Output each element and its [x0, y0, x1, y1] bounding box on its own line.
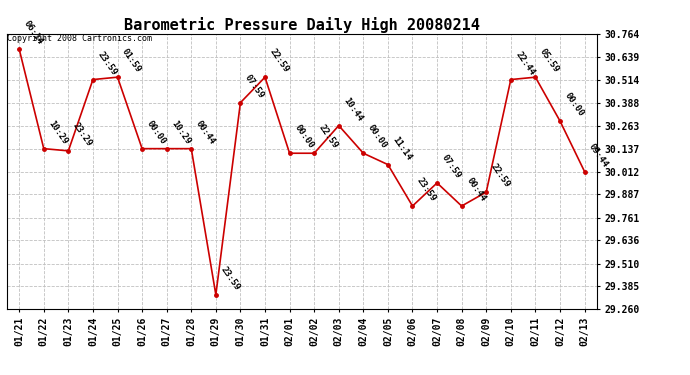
Text: 11:14: 11:14: [391, 135, 413, 162]
Text: 10:44: 10:44: [342, 96, 364, 123]
Text: 22:59: 22:59: [489, 162, 512, 189]
Text: 07:59: 07:59: [440, 153, 462, 180]
Text: 00:00: 00:00: [563, 91, 586, 118]
Text: 07:59: 07:59: [243, 73, 266, 100]
Text: 23:59: 23:59: [96, 50, 119, 77]
Text: 00:00: 00:00: [145, 119, 168, 146]
Text: 00:00: 00:00: [366, 123, 389, 150]
Text: Copyright 2008 Cartronics.com: Copyright 2008 Cartronics.com: [7, 34, 152, 43]
Text: 22:59: 22:59: [317, 123, 339, 150]
Text: 10:29: 10:29: [46, 119, 69, 146]
Text: 23:59: 23:59: [219, 265, 241, 292]
Text: 23:59: 23:59: [415, 176, 438, 203]
Text: 01:59: 01:59: [120, 47, 143, 74]
Text: 23:29: 23:29: [71, 121, 94, 148]
Text: 06:14: 06:14: [22, 19, 45, 46]
Text: 00:00: 00:00: [293, 123, 315, 150]
Text: 09:44: 09:44: [587, 142, 610, 169]
Text: 00:44: 00:44: [194, 119, 217, 146]
Title: Barometric Pressure Daily High 20080214: Barometric Pressure Daily High 20080214: [124, 16, 480, 33]
Text: 05:59: 05:59: [538, 47, 561, 74]
Text: 22:44: 22:44: [513, 50, 536, 77]
Text: 10:29: 10:29: [170, 119, 193, 146]
Text: 00:44: 00:44: [464, 176, 487, 203]
Text: 22:59: 22:59: [268, 47, 290, 74]
